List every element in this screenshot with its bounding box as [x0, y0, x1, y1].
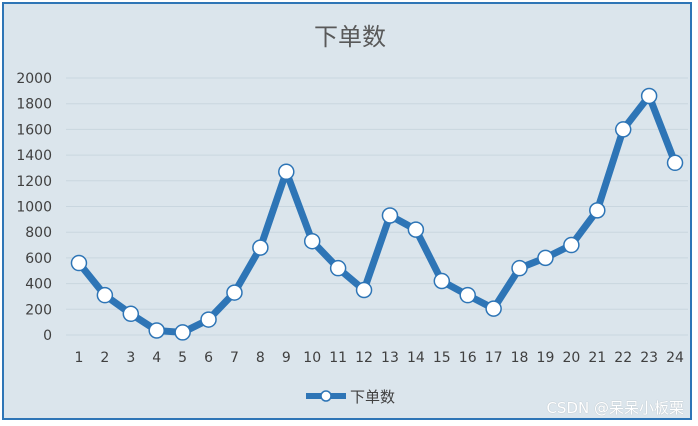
legend: 下单数	[306, 388, 395, 406]
x-tick-label: 1	[74, 350, 83, 366]
y-tick-label: 1400	[16, 148, 52, 164]
data-point-marker	[407, 221, 425, 238]
y-tick-label: 600	[25, 251, 52, 267]
y-tick-label: 2000	[16, 71, 52, 87]
data-point-marker	[122, 305, 140, 323]
data-point-marker	[355, 281, 373, 299]
series-line	[75, 92, 679, 336]
x-tick-label: 24	[666, 350, 684, 366]
data-point-marker	[485, 300, 502, 317]
series-group	[70, 87, 684, 341]
data-point-marker	[329, 259, 347, 277]
y-axis: 0 200 400 600 800 1000 1200 1400 1600 1800 2000	[16, 71, 52, 344]
data-point-marker	[200, 311, 217, 328]
data-point-marker	[252, 239, 269, 256]
x-tick-label: 23	[640, 350, 658, 366]
data-point-marker	[174, 324, 191, 341]
x-tick-label: 5	[178, 350, 187, 366]
y-tick-label: 1800	[16, 97, 52, 113]
y-tick-label: 1200	[16, 174, 52, 190]
y-tick-label: 1000	[16, 200, 52, 216]
legend-label: 下单数	[350, 388, 395, 406]
data-point-marker	[640, 87, 658, 105]
data-point-marker	[70, 254, 88, 272]
data-point-marker	[381, 207, 399, 224]
x-tick-label: 3	[126, 350, 135, 366]
x-axis: 1 2 3 4 5 6 7 8 9 10 11 12 13 14 15 16 17 18 19 20 21 22 23 24	[74, 350, 684, 366]
chart-frame	[2, 2, 692, 420]
data-point-marker	[511, 259, 528, 277]
x-tick-label: 11	[329, 350, 347, 366]
data-point-marker	[148, 322, 165, 339]
x-tick-label: 16	[459, 350, 477, 366]
x-tick-label: 15	[433, 350, 451, 366]
chart-title: 下单数	[314, 23, 386, 51]
data-point-marker	[537, 249, 554, 267]
data-point-marker	[278, 163, 295, 181]
y-tick-label: 1600	[16, 122, 52, 138]
gridlines	[66, 77, 688, 336]
x-tick-label: 20	[562, 350, 580, 366]
x-tick-label: 17	[485, 350, 503, 366]
data-point-marker	[226, 284, 243, 301]
x-tick-label: 19	[537, 350, 555, 366]
x-tick-label: 10	[303, 350, 321, 366]
legend-marker-swatch	[320, 390, 332, 402]
data-point-marker	[303, 232, 321, 250]
x-tick-label: 14	[407, 350, 425, 366]
x-tick-label: 2	[100, 350, 109, 366]
y-tick-label: 400	[25, 277, 52, 293]
x-tick-label: 9	[282, 350, 291, 366]
x-tick-label: 21	[588, 350, 606, 366]
y-tick-label: 200	[25, 302, 52, 318]
x-tick-label: 12	[355, 350, 373, 366]
data-point-marker	[589, 202, 606, 219]
data-point-marker	[614, 121, 632, 138]
data-point-marker	[433, 272, 451, 290]
data-point-marker	[666, 154, 684, 172]
x-tick-label: 22	[614, 350, 632, 366]
x-tick-label: 4	[152, 350, 161, 366]
data-point-marker	[459, 286, 476, 304]
x-tick-label: 6	[204, 350, 213, 366]
x-tick-label: 13	[381, 350, 399, 366]
data-point-marker	[563, 236, 580, 254]
x-tick-label: 8	[256, 350, 265, 366]
y-tick-label: 0	[43, 328, 52, 344]
x-tick-label: 7	[230, 350, 239, 366]
y-tick-label: 800	[25, 225, 52, 241]
watermark: CSDN @呆呆小板栗	[546, 399, 684, 417]
x-tick-label: 18	[511, 350, 529, 366]
data-point-marker	[96, 286, 114, 304]
